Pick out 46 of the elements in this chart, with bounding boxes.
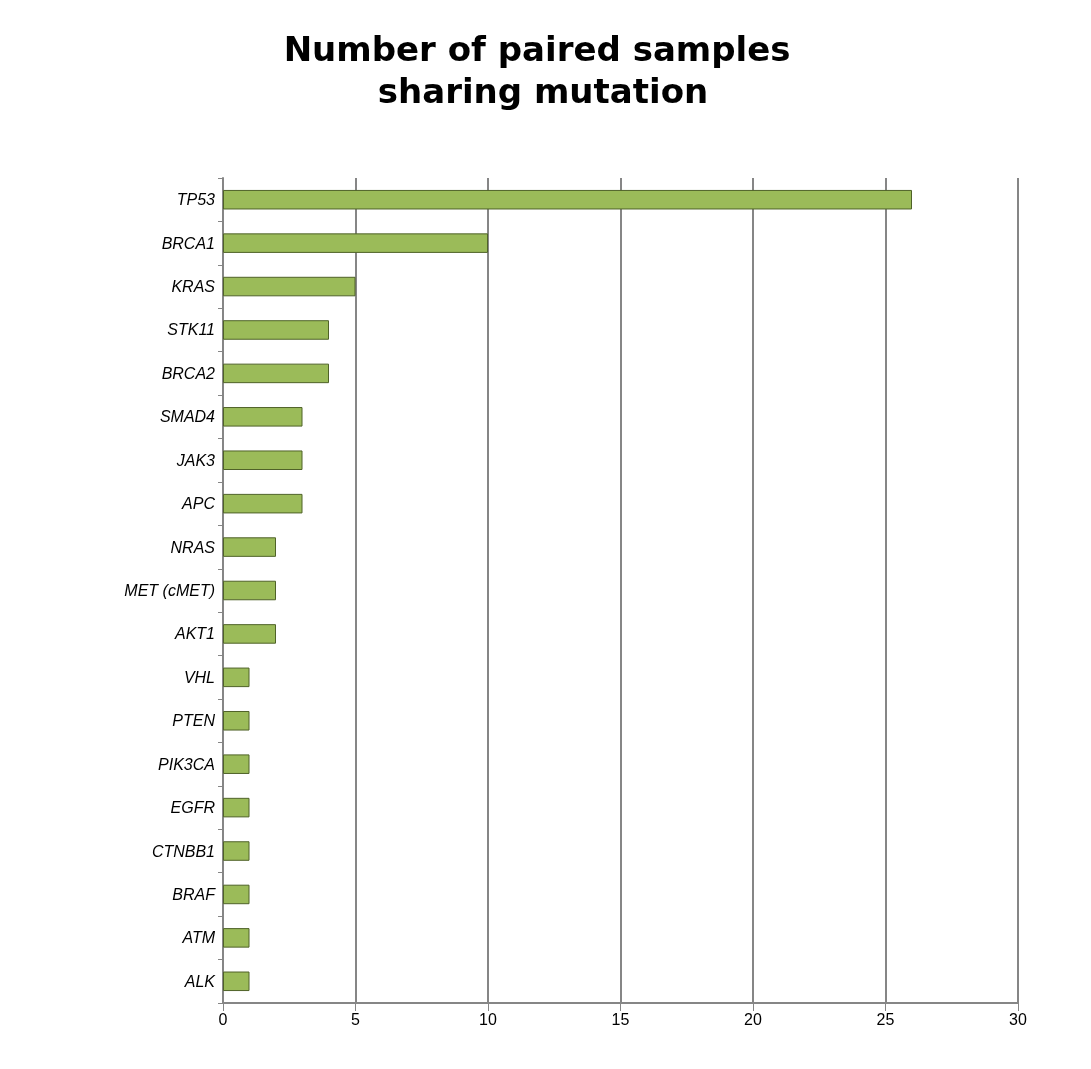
y-tick-label: BRCA1 [161,234,215,252]
y-tick-label: ATM [181,929,216,947]
x-tick-label: 0 [218,1010,228,1028]
bar [223,754,250,774]
y-tick-label: JAK3 [175,451,216,469]
bar [223,841,250,861]
y-tick-label: KRAS [171,278,216,296]
bar [223,189,912,210]
x-tick-label: 30 [1009,1010,1027,1028]
bar [223,276,356,297]
chart-title: Number of paired samples sharing mutation [283,29,803,111]
bar [223,884,250,905]
bar [223,928,250,948]
bar [223,667,250,688]
y-tick-label: MET (cMET) [124,582,215,599]
bar [223,580,276,601]
x-tick-label: 5 [351,1010,361,1028]
bar [223,624,276,644]
bar [223,971,250,992]
y-tick-label: STK11 [167,321,215,339]
y-tick-label: CTNBB1 [151,842,215,860]
y-tick-label: VHL [183,668,215,686]
y-tick-label: ALK [183,972,217,990]
x-tick-label: 25 [876,1010,895,1028]
y-tick-label: PIK3CA [158,755,215,773]
y-tick-label: NRAS [170,538,216,556]
bar [223,797,250,818]
y-tick-label: AKT1 [173,625,215,643]
bar [223,493,303,514]
bar [223,710,250,731]
x-tick-label: 20 [744,1010,762,1028]
y-tick-label: EGFR [170,799,216,817]
bar [223,450,303,471]
y-tick-label: BRAF [172,885,217,903]
x-tick-label: 15 [611,1010,630,1028]
y-tick-label: PTEN [172,712,216,730]
y-tick-label: SMAD4 [159,408,216,426]
x-tick-label: 10 [479,1010,497,1028]
y-tick-label: APC [181,495,216,513]
bar [223,320,329,340]
bar [223,537,276,557]
bar [223,407,303,427]
bar [223,233,488,253]
y-tick-label: TP53 [176,191,216,209]
bar [223,363,329,384]
y-tick-label: BRCA2 [161,364,216,382]
